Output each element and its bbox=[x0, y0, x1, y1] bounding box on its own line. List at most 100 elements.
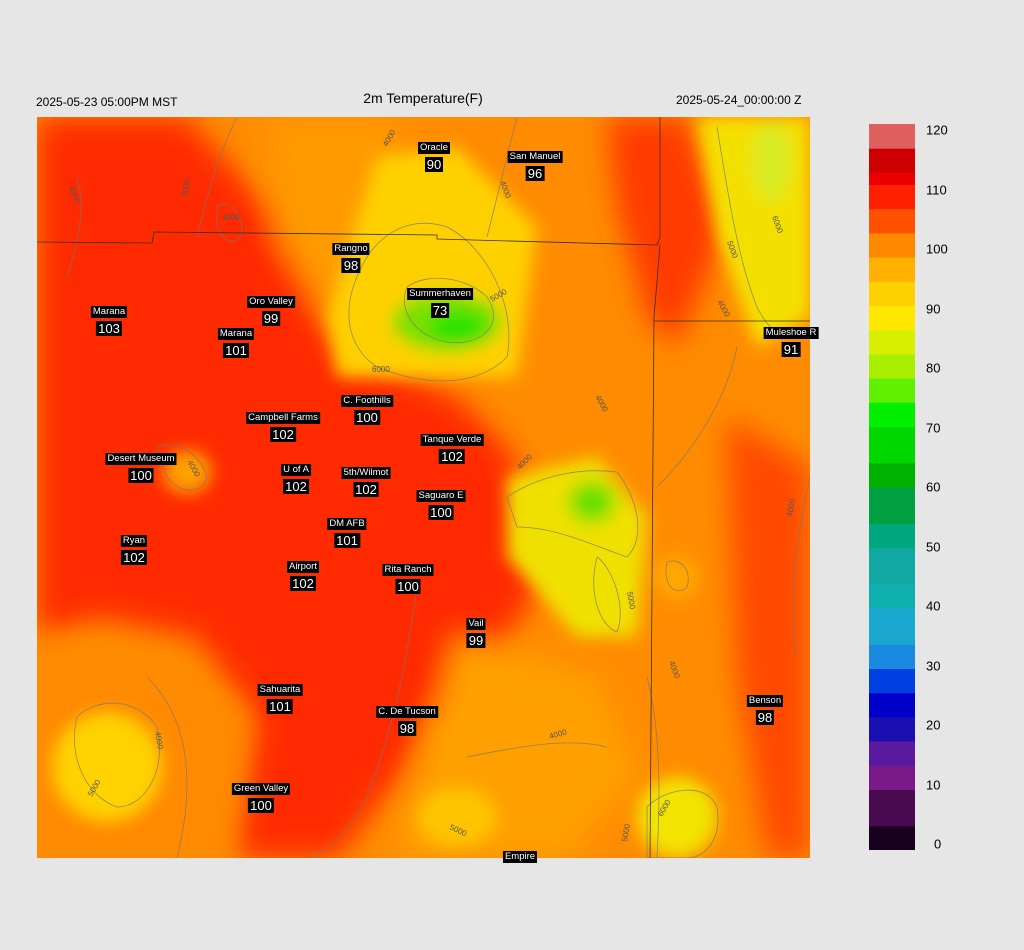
colorbar-tick-label: 90 bbox=[926, 301, 941, 316]
station-marker: Marana 103 bbox=[90, 302, 128, 336]
station-temperature: 102 bbox=[353, 482, 379, 497]
station-marker: Desert Museum 100 bbox=[105, 449, 177, 483]
station-temperature: 99 bbox=[466, 633, 486, 648]
station-temperature: 98 bbox=[755, 710, 775, 725]
station-name: Marana bbox=[217, 328, 255, 340]
colorbar-band bbox=[869, 608, 915, 621]
colorbar-band bbox=[869, 269, 915, 282]
colorbar-tick-label: 60 bbox=[926, 479, 941, 495]
station-name: Green Valley bbox=[231, 783, 291, 795]
station-name: Saguaro E bbox=[416, 490, 466, 502]
station-temperature: 101 bbox=[334, 533, 360, 548]
station-marker: Campbell Farms 102 bbox=[246, 408, 320, 442]
station-marker: Sahuarita 101 bbox=[257, 680, 303, 714]
colorbar-band bbox=[869, 741, 915, 754]
station-name: Desert Museum bbox=[105, 453, 177, 465]
colorbar-band bbox=[869, 487, 915, 500]
station-marker: Muleshoe R 91 bbox=[763, 323, 819, 357]
colorbar-band bbox=[869, 765, 915, 778]
station-name: Sahuarita bbox=[257, 684, 303, 696]
colorbar-band bbox=[869, 245, 915, 258]
colorbar-band bbox=[869, 160, 915, 173]
colorbar-band bbox=[869, 353, 915, 367]
station-marker: Vail 99 bbox=[466, 614, 486, 648]
colorbar-band bbox=[869, 474, 915, 488]
colorbar-band bbox=[869, 559, 915, 573]
contour-label: 5000 bbox=[620, 823, 632, 843]
station-temperature: 100 bbox=[428, 505, 454, 520]
station-marker: San Manuel 96 bbox=[507, 147, 563, 181]
colorbar bbox=[869, 124, 915, 850]
station-temperature: 90 bbox=[424, 157, 444, 172]
station-name: Airport bbox=[287, 561, 319, 573]
colorbar-band bbox=[869, 378, 915, 391]
colorbar-band bbox=[869, 402, 915, 415]
station-marker: U of A 102 bbox=[281, 460, 311, 494]
colorbar-band bbox=[869, 583, 915, 597]
colorbar-tick-label: 80 bbox=[926, 360, 941, 376]
station-name: Rangno bbox=[332, 243, 370, 255]
station-temperature: 102 bbox=[121, 550, 147, 565]
colorbar-band bbox=[869, 704, 915, 718]
station-name: U of A bbox=[281, 464, 311, 476]
valid-time-utc: 2025-05-24_00:00:00 Z bbox=[676, 93, 802, 107]
colorbar-band bbox=[869, 208, 915, 222]
valid-time-local: 2025-05-23 05:00PM MST bbox=[36, 95, 178, 109]
colorbar-band bbox=[869, 571, 915, 585]
station-marker: DM AFB 101 bbox=[327, 514, 367, 548]
station-marker: Rangno 98 bbox=[332, 239, 370, 273]
station-temperature: 73 bbox=[430, 303, 450, 318]
colorbar-band bbox=[869, 753, 915, 766]
station-marker: Airport 102 bbox=[287, 557, 319, 591]
colorbar-band bbox=[869, 632, 915, 645]
colorbar-band bbox=[869, 317, 915, 331]
colorbar-band bbox=[869, 341, 915, 355]
colorbar-tick-label: 50 bbox=[926, 539, 941, 554]
colorbar-band bbox=[869, 620, 915, 633]
station-name: 5th/Wilmot bbox=[341, 467, 391, 479]
colorbar-band bbox=[869, 656, 915, 669]
colorbar-band bbox=[869, 281, 915, 294]
station-temperature: 100 bbox=[354, 410, 380, 425]
colorbar-band bbox=[869, 680, 915, 694]
colorbar-band bbox=[869, 692, 915, 706]
station-marker: Summerhaven 73 bbox=[407, 284, 473, 318]
map-title: 2m Temperature(F) bbox=[363, 90, 483, 106]
station-temperature: 96 bbox=[525, 166, 545, 181]
temperature-map: 4000 3000 4000 4000 5000 6000 6000 5000 … bbox=[37, 117, 810, 858]
station-name: Vail bbox=[466, 618, 486, 630]
station-name: San Manuel bbox=[507, 151, 563, 163]
station-marker: Rita Ranch 100 bbox=[382, 560, 434, 594]
colorbar-band bbox=[869, 414, 915, 427]
colorbar-band bbox=[869, 305, 915, 319]
station-name: Marana bbox=[90, 306, 128, 318]
colorbar-band bbox=[869, 136, 915, 149]
contour-label: 4000 bbox=[153, 731, 165, 751]
station-marker: Ryan 102 bbox=[120, 531, 148, 565]
colorbar-band bbox=[869, 390, 915, 403]
station-name: C. De Tucson bbox=[376, 706, 438, 718]
contour-label: 5000 bbox=[625, 591, 637, 611]
station-name: Ryan bbox=[120, 535, 148, 547]
station-name: C. Foothills bbox=[341, 395, 393, 407]
colorbar-band bbox=[869, 801, 915, 815]
colorbar-band bbox=[869, 438, 915, 452]
station-marker: Oracle 90 bbox=[418, 138, 450, 172]
station-temperature: 100 bbox=[128, 468, 154, 483]
station-name: Rita Ranch bbox=[382, 564, 434, 576]
contour-label: 6000 bbox=[372, 365, 390, 374]
colorbar-band bbox=[869, 535, 915, 548]
station-marker: Green Valley 100 bbox=[231, 779, 291, 813]
colorbar-band bbox=[869, 293, 915, 306]
station-marker: Oro Valley 99 bbox=[247, 292, 295, 326]
colorbar-band bbox=[869, 220, 915, 234]
colorbar-band bbox=[869, 644, 915, 657]
colorbar-band bbox=[869, 329, 915, 343]
colorbar-band bbox=[869, 172, 915, 185]
station-name: Oracle bbox=[418, 142, 450, 154]
station-temperature: 100 bbox=[248, 798, 274, 813]
station-name: Empire bbox=[502, 851, 538, 863]
station-marker: Marana 101 bbox=[217, 324, 255, 358]
colorbar-band bbox=[869, 462, 915, 476]
colorbar-band bbox=[869, 499, 915, 512]
